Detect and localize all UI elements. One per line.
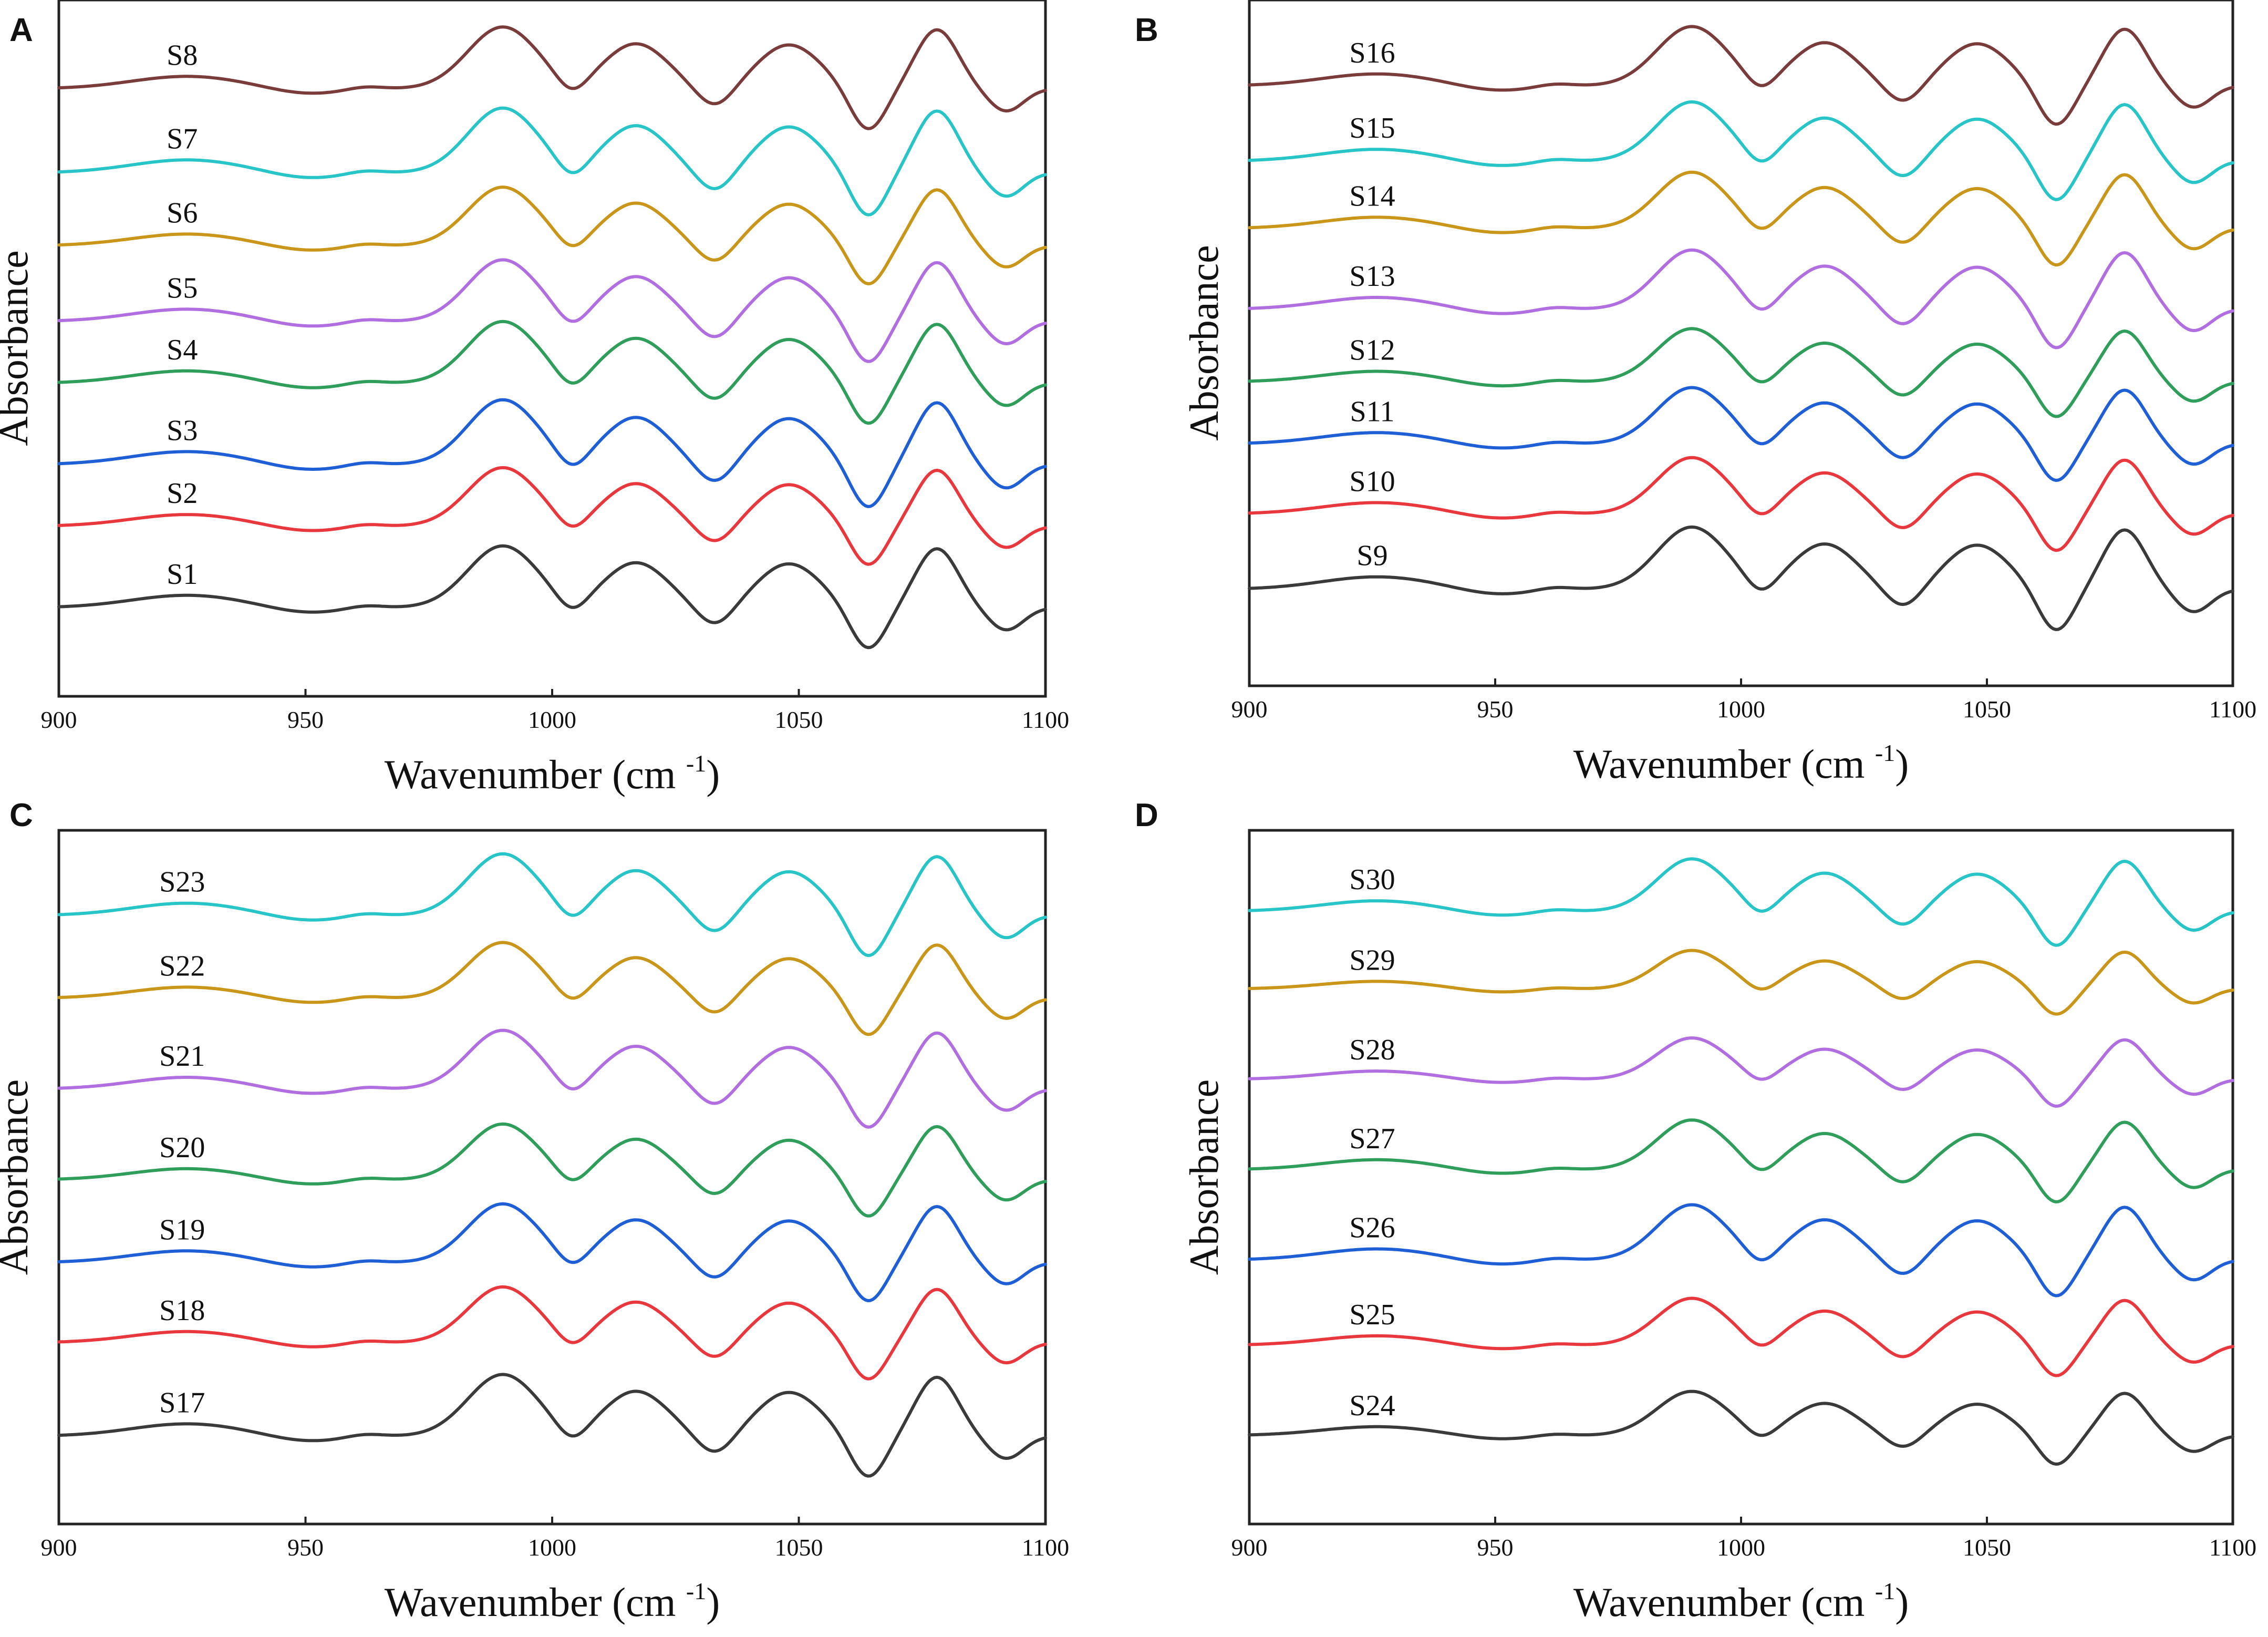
x-tick-label: 1100 [2209,696,2256,723]
panel-B: B 900 950 1000 1050 1100 Wavenumber (cm -1) Abs… [1135,0,2256,787]
series-line-S30 [1248,857,2234,947]
series-label-S15: S15 [1349,112,1395,145]
series-label-S1: S1 [167,558,198,591]
series-label-S14: S14 [1349,180,1395,212]
series-label-S25: S25 [1349,1299,1395,1331]
panel-letter: A [9,12,33,48]
series-label-S19: S19 [159,1213,205,1246]
series-line-S8 [57,25,1047,130]
series-label-S6: S6 [167,197,198,229]
series-line-S17 [57,1373,1047,1478]
series-label-S30: S30 [1349,863,1395,896]
x-tick-label: 950 [1477,1534,1514,1561]
panel-D: D 900 950 1000 1050 1100 Wavenumber (cm -1) Abs… [1135,797,2256,1625]
panel-A: A 900 950 1000 1050 1100 Wavenumber (cm -1) Abs… [0,0,1069,797]
series-label-S8: S8 [167,39,198,71]
series-line-S15 [1248,100,2234,201]
x-tick-label: 900 [41,1534,77,1561]
series-label-S4: S4 [167,334,198,366]
x-tick-label: 1000 [1717,1534,1765,1561]
series-label-S2: S2 [167,477,198,510]
y-axis-label: Absorbance [1181,1079,1227,1275]
y-axis-label: Absorbance [0,250,36,446]
plot-frame [1248,0,2234,687]
series-line-S2 [57,466,1047,566]
x-axis-label: Wavenumber (cm -1) [385,1578,720,1625]
series-line-S12 [1248,327,2234,418]
x-tick-label: 1100 [1022,1534,1069,1561]
series-label-S21: S21 [159,1040,205,1073]
x-tick-label: 950 [287,1534,324,1561]
x-tick-label: 900 [1231,696,1268,723]
series-line-S19 [57,1202,1047,1302]
series-line-S27 [1248,1118,2234,1203]
series-label-S13: S13 [1349,260,1395,293]
panel-letter: C [9,797,33,833]
series-line-S11 [1248,386,2234,482]
series-line-S5 [57,258,1047,363]
series-label-S23: S23 [159,866,205,899]
series-label-S9: S9 [1356,540,1387,572]
series-line-S24 [1248,1389,2234,1466]
series-line-S6 [57,186,1047,285]
series-label-S20: S20 [159,1131,205,1164]
series-label-S17: S17 [159,1386,205,1419]
series-label-S3: S3 [167,414,198,447]
series-line-S26 [1248,1203,2234,1298]
x-tick-label: 1100 [1022,706,1069,733]
series-line-S21 [57,1028,1047,1129]
series-line-S1 [57,544,1047,650]
series-line-S22 [57,941,1047,1036]
series-label-S7: S7 [167,122,198,155]
series-line-S14 [1248,170,2234,267]
x-tick-label: 900 [1231,1534,1268,1561]
panel-letter: B [1135,12,1158,48]
series-line-S20 [57,1122,1047,1218]
series-label-S18: S18 [159,1294,205,1327]
x-tick-label: 1000 [1717,696,1765,723]
x-tick-label: 950 [1477,696,1514,723]
x-tick-label: 1000 [528,1534,576,1561]
series-line-S7 [57,106,1047,217]
x-axis-label: Wavenumber (cm -1) [1573,739,1909,787]
x-tick-label: 900 [41,706,77,733]
series-line-S3 [57,398,1047,508]
y-axis-label: Absorbance [1181,245,1227,441]
series-label-S27: S27 [1349,1123,1395,1155]
panel-letter: D [1135,797,1158,833]
series-label-S12: S12 [1349,334,1395,367]
x-tick-label: 1050 [1963,1534,2011,1561]
series-line-S4 [57,320,1047,425]
series-line-S18 [57,1285,1047,1381]
series-line-S13 [1248,248,2234,349]
x-tick-label: 1100 [2209,1534,2256,1561]
series-label-S10: S10 [1349,466,1395,498]
series-label-S28: S28 [1349,1034,1395,1066]
series-label-S29: S29 [1349,944,1395,976]
series-line-S9 [1248,525,2234,631]
series-label-S16: S16 [1349,37,1395,69]
series-line-S25 [1248,1296,2234,1377]
x-tick-label: 1050 [1963,696,2011,723]
series-label-S26: S26 [1349,1212,1395,1244]
x-tick-label: 1050 [775,706,823,733]
x-tick-label: 1050 [775,1534,823,1561]
series-label-S24: S24 [1349,1389,1395,1422]
x-axis-label: Wavenumber (cm -1) [385,750,720,797]
series-label-S11: S11 [1350,395,1394,428]
x-tick-label: 950 [287,706,324,733]
y-axis-label: Absorbance [0,1079,36,1275]
series-line-S23 [57,852,1047,958]
series-label-S22: S22 [159,950,205,982]
series-line-S16 [1248,25,2234,126]
x-tick-label: 1000 [528,706,576,733]
panel-C: C 900 950 1000 1050 1100 Wavenumber (cm -1) Abs… [0,797,1069,1625]
plot-frame [57,0,1047,698]
series-line-S29 [1248,949,2234,1016]
series-line-S28 [1248,1036,2234,1108]
x-axis-label: Wavenumber (cm -1) [1573,1578,1909,1625]
series-label-S5: S5 [167,272,198,304]
series-line-S10 [1248,456,2234,552]
